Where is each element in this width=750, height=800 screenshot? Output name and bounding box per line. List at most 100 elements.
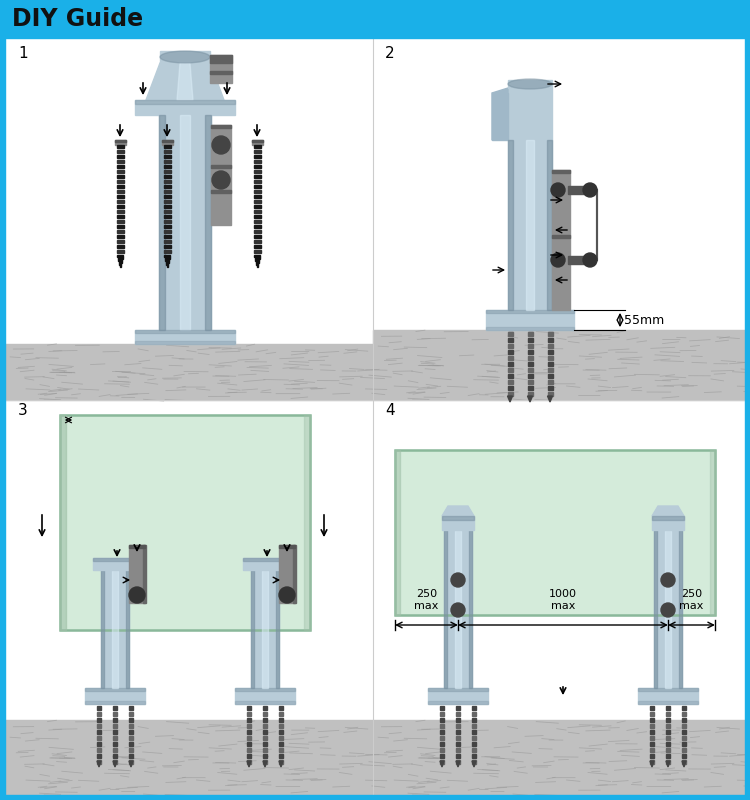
Bar <box>116 175 124 178</box>
Bar <box>279 748 283 752</box>
Text: 250
max: 250 max <box>414 590 439 611</box>
Bar <box>161 140 172 142</box>
Bar <box>428 688 488 691</box>
Bar <box>116 190 124 193</box>
Ellipse shape <box>583 183 597 197</box>
Bar <box>116 200 124 203</box>
Bar <box>263 724 267 728</box>
Bar <box>60 415 310 630</box>
Bar <box>527 368 532 372</box>
Bar <box>455 530 460 688</box>
Bar <box>548 362 553 366</box>
Bar <box>527 374 532 378</box>
Polygon shape <box>247 761 251 767</box>
Bar <box>116 205 124 208</box>
Bar <box>164 235 170 238</box>
Bar <box>527 332 532 336</box>
Bar <box>164 230 170 233</box>
Bar <box>472 724 476 728</box>
Bar <box>276 570 279 688</box>
Bar <box>115 140 125 142</box>
Bar <box>116 170 124 173</box>
Polygon shape <box>508 88 552 140</box>
Bar <box>666 724 670 728</box>
Bar <box>440 730 444 734</box>
Bar <box>548 386 553 390</box>
Bar <box>247 748 251 752</box>
Bar <box>527 350 532 354</box>
Bar <box>638 701 698 704</box>
Bar <box>166 261 169 263</box>
Bar <box>164 205 170 208</box>
Bar <box>126 570 129 688</box>
Bar <box>254 240 260 243</box>
Bar <box>256 261 259 263</box>
Bar <box>508 140 513 310</box>
Bar <box>666 730 670 734</box>
Bar <box>5 344 373 400</box>
Bar <box>101 570 129 688</box>
Bar <box>116 185 124 188</box>
Bar <box>472 748 476 752</box>
Bar <box>210 55 232 83</box>
Bar <box>638 688 698 691</box>
Bar <box>682 754 686 758</box>
Bar <box>129 742 133 746</box>
Bar <box>119 265 121 267</box>
Bar <box>116 235 124 238</box>
Bar <box>101 570 104 688</box>
Bar <box>112 570 118 688</box>
Bar <box>254 205 260 208</box>
Bar <box>654 530 682 688</box>
Bar <box>279 754 283 758</box>
Polygon shape <box>129 761 133 767</box>
Bar <box>254 195 260 198</box>
Bar <box>247 730 251 734</box>
Bar <box>293 545 296 603</box>
Bar <box>116 215 124 218</box>
Bar <box>0 0 750 38</box>
Polygon shape <box>97 761 101 767</box>
Bar <box>456 706 460 710</box>
Bar <box>527 356 532 360</box>
Bar <box>279 712 283 716</box>
Bar <box>115 140 125 145</box>
Bar <box>129 736 133 740</box>
Bar <box>444 530 447 688</box>
Bar <box>440 760 444 764</box>
Bar <box>548 338 553 342</box>
Bar <box>113 760 117 764</box>
Bar <box>472 742 476 746</box>
Bar <box>164 245 170 248</box>
Bar <box>0 0 750 5</box>
Bar <box>164 200 170 203</box>
Bar <box>116 150 124 153</box>
Bar <box>508 80 552 88</box>
Bar <box>97 724 101 728</box>
Bar <box>129 754 133 758</box>
Bar <box>456 712 460 716</box>
Bar <box>440 736 444 740</box>
Text: 4: 4 <box>385 403 394 418</box>
Ellipse shape <box>661 573 675 587</box>
Bar <box>235 701 295 704</box>
Bar <box>166 265 167 267</box>
Bar <box>164 170 170 173</box>
Bar <box>113 748 117 752</box>
Bar <box>666 742 670 746</box>
Polygon shape <box>146 63 224 100</box>
Bar <box>508 356 512 360</box>
Bar <box>395 450 715 615</box>
Bar <box>263 760 267 764</box>
Bar <box>164 250 170 253</box>
Polygon shape <box>682 761 686 767</box>
Bar <box>235 688 295 691</box>
Bar <box>159 115 165 330</box>
Polygon shape <box>527 396 532 402</box>
Bar <box>247 736 251 740</box>
Bar <box>164 220 170 223</box>
Bar <box>440 724 444 728</box>
Bar <box>254 200 260 203</box>
Polygon shape <box>263 761 267 767</box>
Text: 1: 1 <box>18 46 28 61</box>
